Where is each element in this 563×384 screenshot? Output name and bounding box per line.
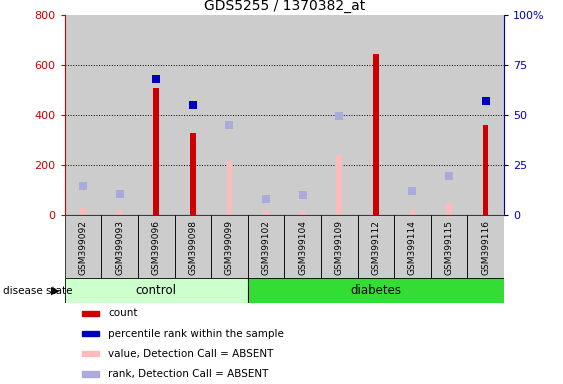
Bar xyxy=(138,215,175,278)
Point xyxy=(225,122,234,128)
Bar xyxy=(467,215,504,278)
Text: disease state: disease state xyxy=(3,286,72,296)
Text: GSM399096: GSM399096 xyxy=(152,220,160,275)
Text: GSM399102: GSM399102 xyxy=(262,220,270,275)
Bar xyxy=(138,215,175,278)
Point xyxy=(152,76,161,82)
Text: GSM399099: GSM399099 xyxy=(225,220,234,275)
Bar xyxy=(175,15,211,215)
Point xyxy=(408,188,417,194)
Bar xyxy=(358,15,394,215)
Title: GDS5255 / 1370382_at: GDS5255 / 1370382_at xyxy=(204,0,365,13)
Text: rank, Detection Call = ABSENT: rank, Detection Call = ABSENT xyxy=(108,369,269,379)
Text: GSM399093: GSM399093 xyxy=(115,220,124,275)
Bar xyxy=(175,215,211,278)
Bar xyxy=(337,155,342,215)
Bar xyxy=(467,215,504,278)
Point xyxy=(445,173,454,179)
Bar xyxy=(101,215,138,278)
Bar xyxy=(483,125,488,215)
Point xyxy=(79,183,88,189)
Bar xyxy=(65,215,101,278)
Bar xyxy=(101,15,138,215)
Bar xyxy=(117,210,122,215)
Point xyxy=(261,196,270,202)
Bar xyxy=(284,215,321,278)
Bar xyxy=(82,311,100,316)
Bar xyxy=(446,203,452,215)
Bar xyxy=(101,215,138,278)
Bar xyxy=(373,210,378,215)
Bar xyxy=(358,215,394,278)
Text: GSM399115: GSM399115 xyxy=(445,220,453,275)
Bar xyxy=(394,215,431,278)
Bar xyxy=(394,15,431,215)
Bar xyxy=(321,215,358,278)
Bar xyxy=(431,215,467,278)
Bar xyxy=(175,215,211,278)
Bar xyxy=(284,15,321,215)
Bar xyxy=(211,215,248,278)
Text: GSM399112: GSM399112 xyxy=(372,220,380,275)
Bar xyxy=(65,278,248,303)
Bar xyxy=(284,215,321,278)
Bar xyxy=(373,54,378,215)
Bar xyxy=(431,15,467,215)
Point xyxy=(334,113,343,119)
Bar xyxy=(65,278,248,303)
Bar xyxy=(211,15,248,215)
Point xyxy=(481,98,490,104)
Text: GSM399116: GSM399116 xyxy=(481,220,490,275)
Bar xyxy=(263,211,269,215)
Bar xyxy=(227,161,232,215)
Point xyxy=(115,191,124,197)
Text: GSM399092: GSM399092 xyxy=(79,220,87,275)
Text: percentile rank within the sample: percentile rank within the sample xyxy=(108,329,284,339)
Bar xyxy=(467,15,504,215)
Text: control: control xyxy=(136,285,177,297)
Bar xyxy=(81,207,86,215)
Text: GSM399104: GSM399104 xyxy=(298,220,307,275)
Bar xyxy=(82,351,100,356)
Bar xyxy=(248,278,504,303)
Text: value, Detection Call = ABSENT: value, Detection Call = ABSENT xyxy=(108,349,274,359)
Bar xyxy=(82,371,100,377)
Bar xyxy=(65,215,101,278)
Text: GSM399114: GSM399114 xyxy=(408,220,417,275)
Bar xyxy=(321,15,358,215)
Bar xyxy=(65,15,101,215)
Bar xyxy=(300,211,305,215)
Bar xyxy=(321,215,358,278)
Bar xyxy=(211,215,248,278)
Text: ▶: ▶ xyxy=(51,286,59,296)
Bar xyxy=(410,210,415,215)
Bar xyxy=(248,215,284,278)
Bar xyxy=(358,215,394,278)
Text: GSM399098: GSM399098 xyxy=(189,220,197,275)
Point xyxy=(298,192,307,198)
Text: GSM399109: GSM399109 xyxy=(335,220,343,275)
Bar xyxy=(248,215,284,278)
Text: diabetes: diabetes xyxy=(350,285,401,297)
Point xyxy=(188,102,197,108)
Bar xyxy=(248,15,284,215)
Bar xyxy=(190,133,195,215)
Bar xyxy=(248,278,504,303)
Bar xyxy=(138,15,175,215)
Bar xyxy=(82,331,100,336)
Bar xyxy=(394,215,431,278)
Bar xyxy=(431,215,467,278)
Text: count: count xyxy=(108,308,138,318)
Bar xyxy=(154,88,159,215)
